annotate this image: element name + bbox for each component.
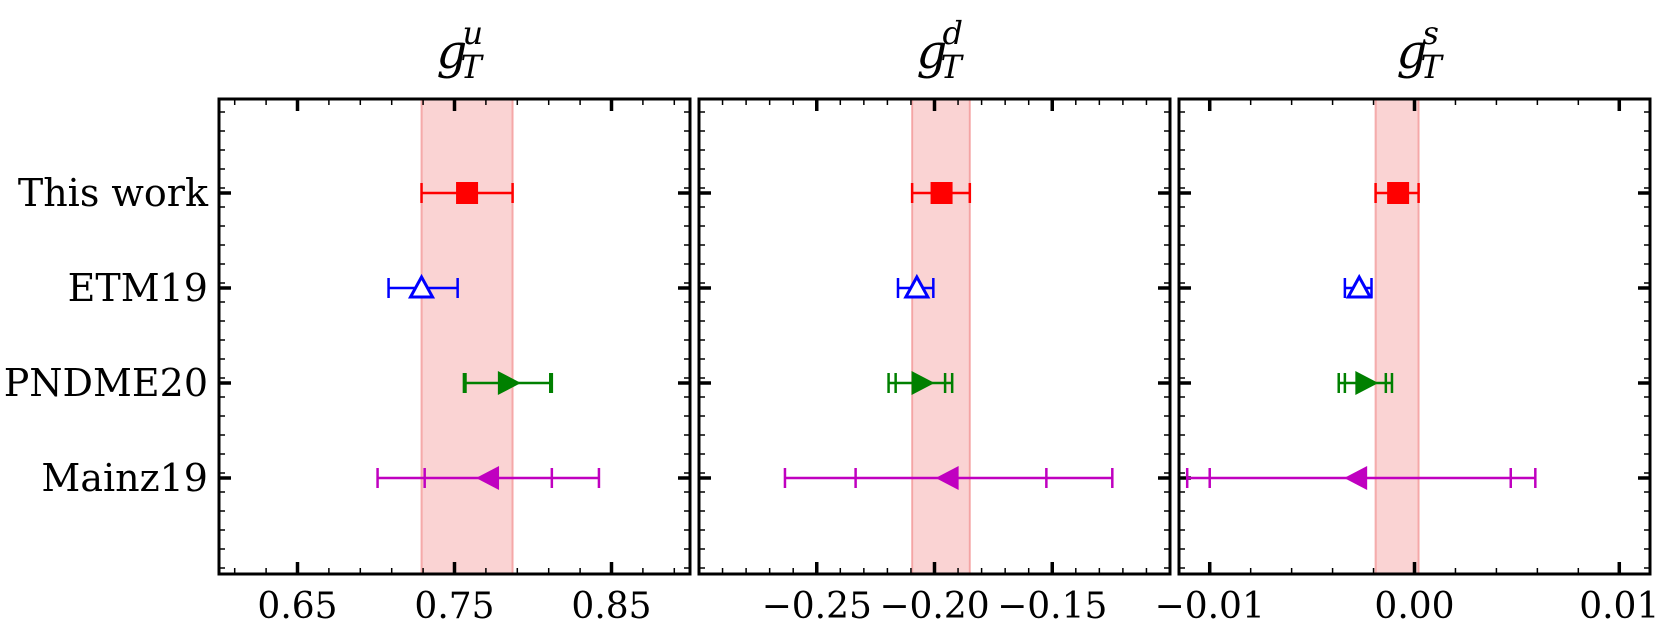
data-point-mainz19 (376, 466, 601, 490)
panel-title-sub: T (1421, 48, 1445, 86)
marker-triangle-right (911, 371, 935, 395)
x-tick-label: 0.01 (1579, 586, 1659, 627)
category-label: ETM19 (68, 266, 208, 310)
marker-square (930, 182, 953, 204)
marker-triangle-right (1355, 371, 1379, 395)
panel-title-sup: u (463, 14, 484, 52)
data-point-pndme20 (887, 371, 954, 395)
panel-title-sup: s (1423, 14, 1439, 52)
marker-square (456, 182, 479, 204)
marker-triangle-left (1344, 466, 1368, 490)
x-tick-label: −0.25 (762, 586, 872, 627)
data-point-etm19 (387, 273, 459, 299)
category-label: Mainz19 (41, 456, 208, 500)
x-tick-label: 0.85 (571, 586, 651, 627)
panel-title: g (1397, 24, 1428, 80)
data-point-this-work (1374, 182, 1420, 204)
marker-triangle-right (497, 371, 521, 395)
x-tick-label: −0.20 (879, 586, 989, 627)
x-tick-label: −0.01 (1155, 586, 1265, 627)
consensus-band (420, 98, 514, 575)
panel-title-sub: T (941, 48, 965, 86)
data-point-mainz19 (1185, 466, 1537, 490)
data-point-pndme20 (1337, 371, 1394, 395)
marker-triangle-left (935, 466, 959, 490)
x-tick-label: 0.00 (1374, 586, 1454, 627)
consensus-band (1374, 98, 1420, 575)
panel-title-sub: T (461, 48, 485, 86)
data-point-etm19 (1343, 273, 1373, 299)
panel-3: −0.01 0.00 0.01 gsT (1155, 14, 1660, 627)
data-point-this-work (910, 182, 972, 204)
data-point-etm19 (896, 273, 935, 299)
panel-1: 0.65 0.75 0.85 guT (217, 14, 692, 627)
category-label: This work (18, 171, 209, 215)
panel-frame (1177, 97, 1652, 576)
marker-triangle-up (903, 273, 931, 299)
panel-title-sup: d (943, 14, 963, 52)
marker-triangle-left (476, 466, 500, 490)
data-point-this-work (420, 182, 514, 204)
category-label: PNDME20 (4, 361, 208, 405)
marker-triangle-up (407, 273, 436, 299)
data-point-pndme20 (462, 371, 554, 395)
marker-square (1387, 182, 1410, 204)
marker-triangle-up (1345, 273, 1373, 299)
panel-2: −0.25 −0.20 −0.15 gdT (697, 14, 1172, 627)
x-tick-label: −0.15 (997, 586, 1107, 627)
consensus-band (911, 98, 971, 575)
panel-frame (697, 97, 1172, 576)
panel-title: g (437, 24, 468, 80)
panel-frame (217, 97, 692, 576)
panel-title: g (917, 24, 948, 80)
x-tick-label: 0.75 (414, 586, 494, 627)
data-point-mainz19 (783, 466, 1114, 490)
x-tick-label: 0.65 (257, 586, 337, 627)
